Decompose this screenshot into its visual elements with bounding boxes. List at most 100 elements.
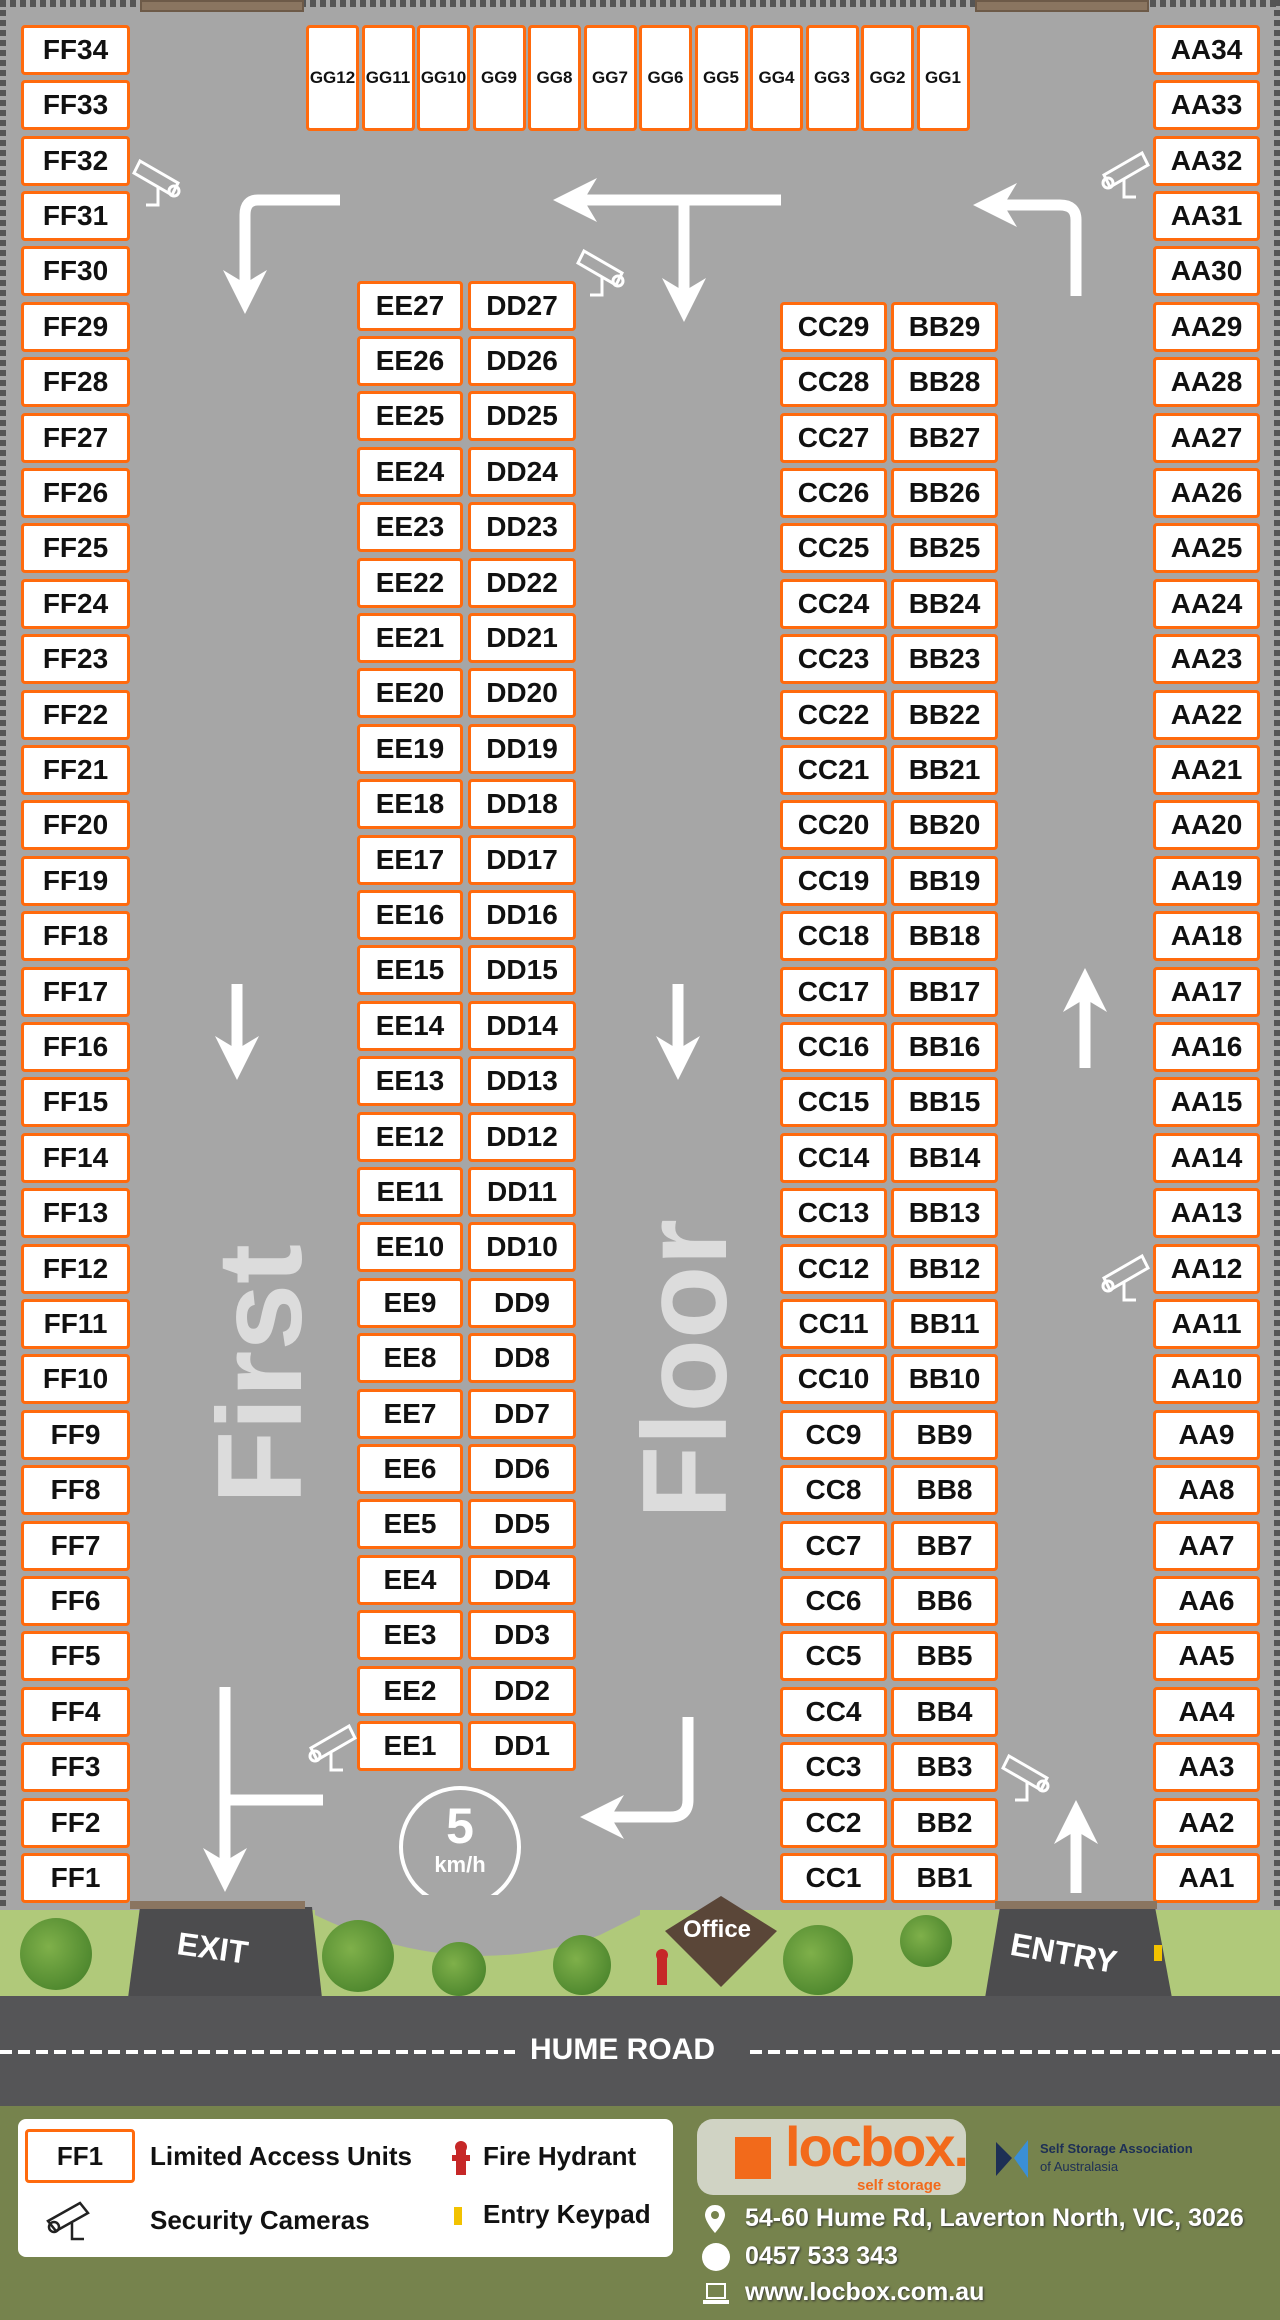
unit-bb16[interactable]: BB16 bbox=[891, 1022, 998, 1072]
unit-bb29[interactable]: BB29 bbox=[891, 301, 998, 352]
unit-ff9[interactable]: FF9 bbox=[21, 1409, 130, 1460]
unit-ee16[interactable]: EE16 bbox=[357, 890, 463, 940]
unit-ee6[interactable]: EE6 bbox=[357, 1444, 463, 1494]
unit-ff22[interactable]: FF22 bbox=[21, 689, 130, 740]
unit-dd21[interactable]: DD21 bbox=[468, 613, 576, 663]
unit-ee4[interactable]: EE4 bbox=[357, 1554, 463, 1605]
unit-aa8[interactable]: AA8 bbox=[1153, 1465, 1260, 1516]
unit-ee9[interactable]: EE9 bbox=[357, 1277, 463, 1328]
unit-aa32[interactable]: AA32 bbox=[1153, 135, 1260, 186]
unit-cc22[interactable]: CC22 bbox=[780, 689, 887, 740]
unit-gg4[interactable]: GG4 bbox=[750, 25, 803, 131]
unit-aa13[interactable]: AA13 bbox=[1153, 1188, 1260, 1239]
unit-ee15[interactable]: EE15 bbox=[357, 945, 463, 996]
unit-cc5[interactable]: CC5 bbox=[780, 1631, 887, 1682]
unit-dd22[interactable]: DD22 bbox=[468, 557, 576, 608]
unit-aa1[interactable]: AA1 bbox=[1153, 1853, 1260, 1903]
unit-aa26[interactable]: AA26 bbox=[1153, 468, 1260, 518]
unit-bb22[interactable]: BB22 bbox=[891, 689, 998, 740]
unit-aa19[interactable]: AA19 bbox=[1153, 855, 1260, 906]
unit-bb15[interactable]: BB15 bbox=[891, 1077, 998, 1128]
unit-aa5[interactable]: AA5 bbox=[1153, 1631, 1260, 1682]
unit-aa3[interactable]: AA3 bbox=[1153, 1742, 1260, 1793]
unit-dd14[interactable]: DD14 bbox=[468, 1000, 576, 1051]
unit-ff21[interactable]: FF21 bbox=[21, 745, 130, 795]
unit-ee27[interactable]: EE27 bbox=[357, 280, 463, 331]
unit-bb26[interactable]: BB26 bbox=[891, 468, 998, 518]
unit-dd25[interactable]: DD25 bbox=[468, 391, 576, 442]
unit-ff26[interactable]: FF26 bbox=[21, 468, 130, 518]
unit-dd6[interactable]: DD6 bbox=[468, 1444, 576, 1494]
unit-ff4[interactable]: FF4 bbox=[21, 1686, 130, 1737]
unit-ee2[interactable]: EE2 bbox=[357, 1665, 463, 1716]
unit-ee19[interactable]: EE19 bbox=[357, 723, 463, 774]
unit-cc29[interactable]: CC29 bbox=[780, 301, 887, 352]
unit-ff19[interactable]: FF19 bbox=[21, 855, 130, 906]
unit-bb14[interactable]: BB14 bbox=[891, 1132, 998, 1183]
unit-bb1[interactable]: BB1 bbox=[891, 1853, 998, 1903]
unit-ff34[interactable]: FF34 bbox=[21, 24, 130, 75]
unit-ff3[interactable]: FF3 bbox=[21, 1742, 130, 1793]
unit-ee14[interactable]: EE14 bbox=[357, 1000, 463, 1051]
unit-ff29[interactable]: FF29 bbox=[21, 301, 130, 352]
unit-dd20[interactable]: DD20 bbox=[468, 668, 576, 719]
unit-bb21[interactable]: BB21 bbox=[891, 745, 998, 795]
unit-dd8[interactable]: DD8 bbox=[468, 1333, 576, 1384]
unit-ff32[interactable]: FF32 bbox=[21, 135, 130, 186]
unit-cc4[interactable]: CC4 bbox=[780, 1686, 887, 1737]
unit-bb5[interactable]: BB5 bbox=[891, 1631, 998, 1682]
unit-cc26[interactable]: CC26 bbox=[780, 468, 887, 518]
unit-aa24[interactable]: AA24 bbox=[1153, 578, 1260, 629]
unit-gg11[interactable]: GG11 bbox=[361, 25, 415, 131]
unit-ff15[interactable]: FF15 bbox=[21, 1077, 130, 1128]
unit-dd11[interactable]: DD11 bbox=[468, 1167, 576, 1217]
unit-gg8[interactable]: GG8 bbox=[528, 25, 581, 131]
unit-bb7[interactable]: BB7 bbox=[891, 1520, 998, 1571]
unit-aa34[interactable]: AA34 bbox=[1153, 24, 1260, 75]
unit-dd19[interactable]: DD19 bbox=[468, 723, 576, 774]
unit-ee5[interactable]: EE5 bbox=[357, 1499, 463, 1550]
unit-bb4[interactable]: BB4 bbox=[891, 1686, 998, 1737]
unit-aa18[interactable]: AA18 bbox=[1153, 911, 1260, 962]
phone-number[interactable]: 0457 533 343 bbox=[745, 2242, 898, 2270]
unit-cc19[interactable]: CC19 bbox=[780, 855, 887, 906]
unit-aa33[interactable]: AA33 bbox=[1153, 80, 1260, 131]
unit-cc12[interactable]: CC12 bbox=[780, 1243, 887, 1294]
unit-cc10[interactable]: CC10 bbox=[780, 1354, 887, 1405]
unit-ee22[interactable]: EE22 bbox=[357, 557, 463, 608]
unit-bb24[interactable]: BB24 bbox=[891, 578, 998, 629]
unit-gg10[interactable]: GG10 bbox=[417, 25, 470, 131]
unit-gg1[interactable]: GG1 bbox=[916, 25, 970, 131]
unit-bb3[interactable]: BB3 bbox=[891, 1742, 998, 1793]
unit-aa28[interactable]: AA28 bbox=[1153, 357, 1260, 408]
unit-dd16[interactable]: DD16 bbox=[468, 890, 576, 940]
unit-ff27[interactable]: FF27 bbox=[21, 412, 130, 463]
unit-cc7[interactable]: CC7 bbox=[780, 1520, 887, 1571]
unit-aa20[interactable]: AA20 bbox=[1153, 800, 1260, 851]
unit-dd5[interactable]: DD5 bbox=[468, 1499, 576, 1550]
unit-dd4[interactable]: DD4 bbox=[468, 1554, 576, 1605]
unit-aa25[interactable]: AA25 bbox=[1153, 523, 1260, 574]
unit-gg2[interactable]: GG2 bbox=[861, 25, 914, 131]
unit-aa12[interactable]: AA12 bbox=[1153, 1243, 1260, 1294]
unit-cc3[interactable]: CC3 bbox=[780, 1742, 887, 1793]
unit-ee24[interactable]: EE24 bbox=[357, 446, 463, 497]
unit-ff24[interactable]: FF24 bbox=[21, 578, 130, 629]
unit-cc25[interactable]: CC25 bbox=[780, 523, 887, 574]
unit-aa2[interactable]: AA2 bbox=[1153, 1797, 1260, 1848]
unit-aa14[interactable]: AA14 bbox=[1153, 1132, 1260, 1183]
unit-ee21[interactable]: EE21 bbox=[357, 613, 463, 663]
unit-ff30[interactable]: FF30 bbox=[21, 246, 130, 297]
unit-cc8[interactable]: CC8 bbox=[780, 1465, 887, 1516]
unit-aa15[interactable]: AA15 bbox=[1153, 1077, 1260, 1128]
unit-bb18[interactable]: BB18 bbox=[891, 911, 998, 962]
unit-aa21[interactable]: AA21 bbox=[1153, 745, 1260, 795]
unit-cc6[interactable]: CC6 bbox=[780, 1576, 887, 1626]
unit-dd10[interactable]: DD10 bbox=[468, 1222, 576, 1273]
unit-bb2[interactable]: BB2 bbox=[891, 1797, 998, 1848]
unit-bb27[interactable]: BB27 bbox=[891, 412, 998, 463]
unit-dd3[interactable]: DD3 bbox=[468, 1610, 576, 1661]
unit-ff25[interactable]: FF25 bbox=[21, 523, 130, 574]
unit-ee18[interactable]: EE18 bbox=[357, 779, 463, 830]
unit-ff8[interactable]: FF8 bbox=[21, 1465, 130, 1516]
